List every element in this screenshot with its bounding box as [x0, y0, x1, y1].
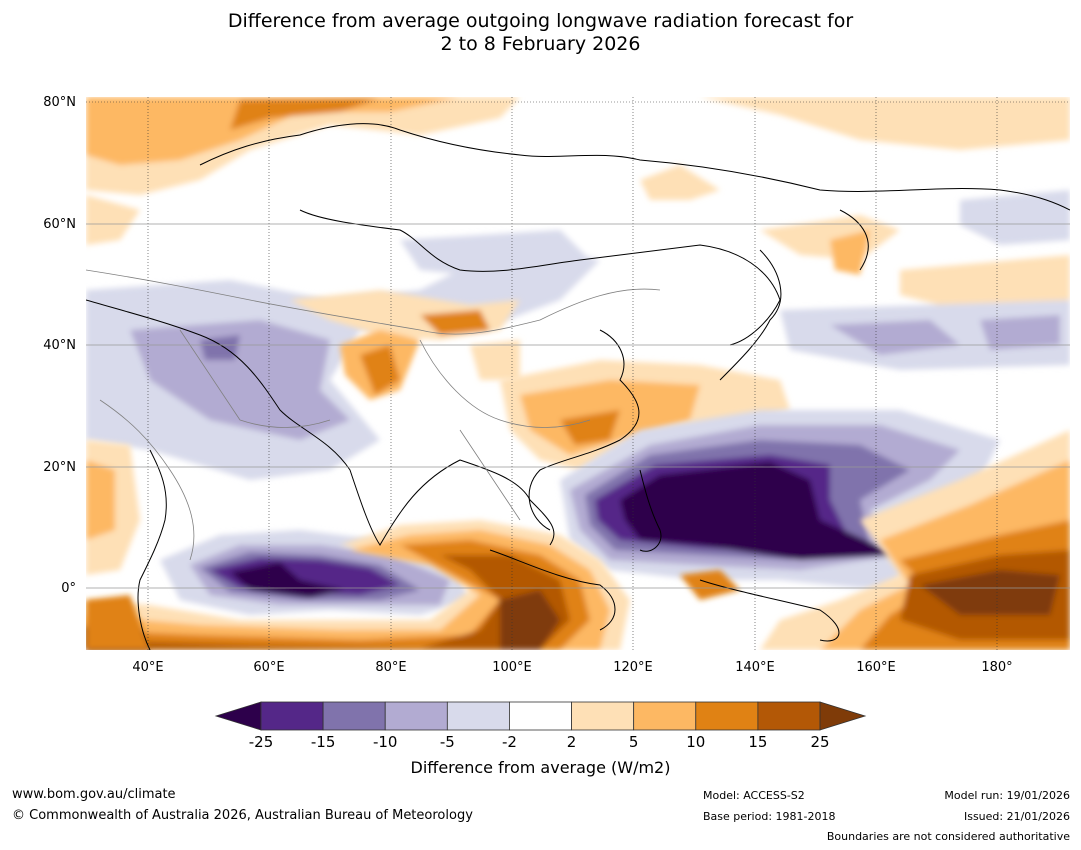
colorbar-tick-label: -15	[310, 733, 336, 751]
lat-label-20n: 20°N	[43, 460, 76, 475]
lat-label-60n: 60°N	[43, 217, 76, 232]
lon-label-140e: 140°E	[735, 660, 775, 675]
colorbar-label: Difference from average (W/m2)	[410, 758, 671, 777]
lat-label-40n: 40°N	[43, 338, 76, 353]
colorbar-cells	[260, 701, 821, 731]
model-name: Model: ACCESS-S2	[703, 789, 805, 802]
colorbar-cell	[260, 701, 324, 731]
colorbar-tick-label: -10	[372, 733, 398, 751]
colorbar-cell	[384, 701, 448, 731]
lat-label-80n: 80°N	[43, 95, 76, 110]
colorbar-tick-label: -5	[439, 733, 455, 751]
country-borders	[86, 269, 661, 561]
colorbar-tick-label: -25	[248, 733, 274, 751]
base-period: Base period: 1981-2018	[703, 810, 836, 823]
lon-label-80e: 80°E	[375, 660, 407, 675]
colorbar-tick-label: 5	[628, 733, 639, 751]
colorbar-low-extend	[214, 701, 262, 731]
colorbar-cell	[571, 701, 635, 731]
model-run-date: Model run: 19/01/2026	[944, 789, 1070, 802]
maritime-continent-positive-anomaly	[86, 520, 630, 650]
colorbar-tick-label: 10	[686, 733, 706, 751]
boundaries-disclaimer: Boundaries are not considered authoritat…	[826, 830, 1070, 843]
colorbar-tick-label: 15	[748, 733, 768, 751]
colorbar-tick-label: -2	[501, 733, 517, 751]
colorbar-cell	[446, 701, 510, 731]
south-china-positive-anomaly	[500, 360, 790, 470]
lon-label-100e: 100°E	[492, 660, 532, 675]
arctic-positive-anomaly	[86, 97, 1070, 245]
colorbar-cell	[509, 701, 572, 731]
lat-label-0: 0°	[61, 581, 76, 596]
lon-label-40e: 40°E	[132, 660, 164, 675]
title-line-2: 2 to 8 February 2026	[440, 33, 641, 55]
anomaly-map	[86, 97, 1070, 650]
coastlines	[86, 123, 1070, 650]
title-line-1: Difference from average outgoing longwav…	[227, 10, 854, 32]
north-pacific-anomalies	[760, 190, 1070, 370]
colorbar-tick-label: 2	[566, 733, 577, 751]
issued-date: Issued: 21/01/2026	[963, 810, 1070, 823]
latitude-lines	[86, 223, 1070, 589]
tibet-positive-anomaly	[290, 290, 520, 400]
copyright-text: © Commonwealth of Australia 2026, Austra…	[12, 808, 473, 823]
colorbar-cell	[757, 701, 821, 731]
lon-label-180: 180°	[981, 660, 1013, 675]
central-pacific-positive-anomaly	[680, 430, 1070, 650]
colorbar-cell	[633, 701, 697, 731]
colorbar-tick-label: 25	[810, 733, 830, 751]
lon-label-160e: 160°E	[856, 660, 896, 675]
graticule	[86, 97, 1070, 650]
colorbar-cell	[322, 701, 386, 731]
africa-positive-anomaly	[86, 440, 150, 650]
website-link[interactable]: www.bom.gov.au/climate	[12, 787, 176, 802]
lon-label-60e: 60°E	[253, 660, 285, 675]
lon-label-120e: 120°E	[613, 660, 653, 675]
colorbar-cell	[695, 701, 759, 731]
map-title: Difference from average outgoing longwav…	[0, 10, 1081, 56]
central-asia-negative-anomaly	[86, 230, 600, 480]
colorbar-high-extend	[819, 701, 867, 731]
